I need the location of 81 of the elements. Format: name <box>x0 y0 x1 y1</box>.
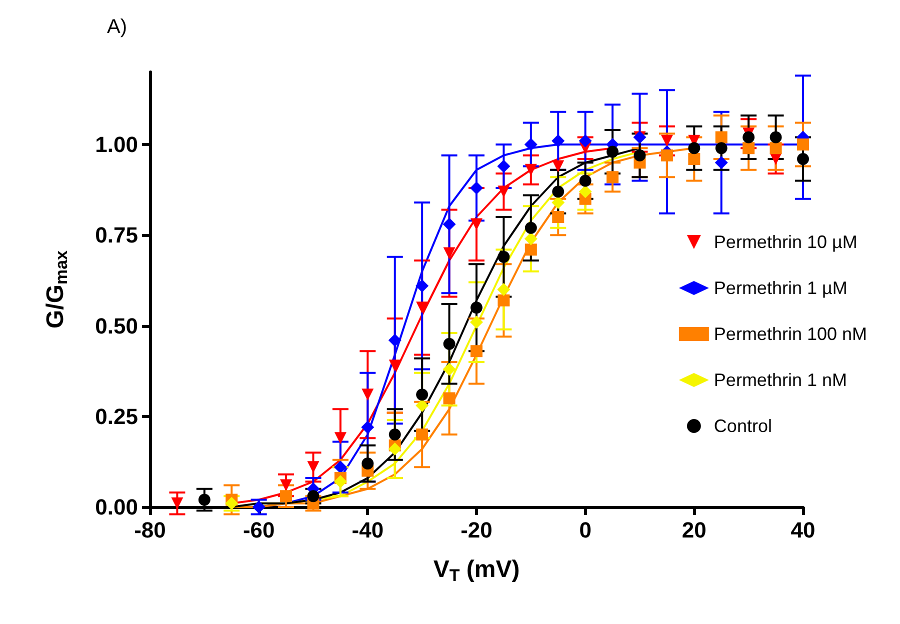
point <box>388 334 402 347</box>
point <box>362 458 374 470</box>
point <box>770 142 782 154</box>
point <box>442 218 456 231</box>
point <box>579 174 592 187</box>
point <box>524 232 538 246</box>
legend-label: Control <box>714 416 772 436</box>
point <box>334 432 346 444</box>
point <box>416 302 428 314</box>
point <box>388 360 401 372</box>
y-axis-title: G/Gmax <box>42 250 71 329</box>
point <box>524 138 538 151</box>
x-tick-label: -20 <box>460 518 492 542</box>
point <box>443 338 456 350</box>
point <box>416 399 429 412</box>
point <box>416 428 428 440</box>
legend-label: Permethrin 100 nM <box>714 324 868 344</box>
point <box>660 149 673 162</box>
point <box>334 475 347 488</box>
point <box>416 279 429 292</box>
point <box>416 388 428 401</box>
point <box>388 428 401 440</box>
point <box>388 442 402 456</box>
point <box>497 283 510 296</box>
point <box>171 497 184 510</box>
chart-title: A) <box>107 16 127 38</box>
point <box>470 345 482 358</box>
point <box>552 134 565 148</box>
point <box>552 211 564 223</box>
point <box>552 196 565 209</box>
x-tick-label: -80 <box>134 518 166 542</box>
point <box>470 302 482 314</box>
point <box>742 131 755 144</box>
point <box>498 294 510 306</box>
point <box>361 420 374 434</box>
point <box>470 316 483 329</box>
legend-label: Permethrin 1 nM <box>714 370 847 390</box>
y-tick-label: 0.75 <box>95 222 138 248</box>
legend-label: Permethrin 10 µM <box>714 232 858 252</box>
point <box>334 460 347 474</box>
point <box>606 171 619 184</box>
point <box>280 490 292 502</box>
legend-label: Permethrin 1 µM <box>714 278 848 298</box>
point <box>715 131 728 144</box>
y-tick-label: 0.50 <box>95 313 138 338</box>
x-tick-label: 20 <box>682 518 706 542</box>
point <box>362 388 374 401</box>
point <box>714 156 728 170</box>
point <box>715 142 728 154</box>
point <box>442 362 456 376</box>
point <box>552 186 564 198</box>
point <box>688 142 700 154</box>
point <box>578 134 592 148</box>
point <box>198 494 210 506</box>
point <box>606 146 619 158</box>
point <box>660 134 673 147</box>
x-tick-label: 0 <box>579 518 592 542</box>
y-tick-label: 1.00 <box>95 132 138 157</box>
x-tick-label: -60 <box>242 518 275 542</box>
point <box>770 131 782 144</box>
point <box>497 160 510 173</box>
point <box>524 244 537 256</box>
point <box>797 138 809 150</box>
point <box>578 185 592 198</box>
x-tick-label: 40 <box>790 518 816 542</box>
point <box>280 479 292 492</box>
y-tick-label: 0.00 <box>95 494 138 520</box>
point <box>443 392 456 404</box>
point <box>742 142 755 154</box>
point <box>797 153 809 165</box>
point <box>470 182 483 194</box>
point <box>443 247 456 260</box>
y-tick-label: 0.25 <box>95 404 138 429</box>
point <box>552 160 564 172</box>
point <box>498 250 510 263</box>
point <box>307 490 320 502</box>
point <box>688 153 700 165</box>
x-tick-label: -40 <box>352 518 384 542</box>
point <box>634 149 646 162</box>
point <box>524 164 537 176</box>
point <box>524 222 537 234</box>
